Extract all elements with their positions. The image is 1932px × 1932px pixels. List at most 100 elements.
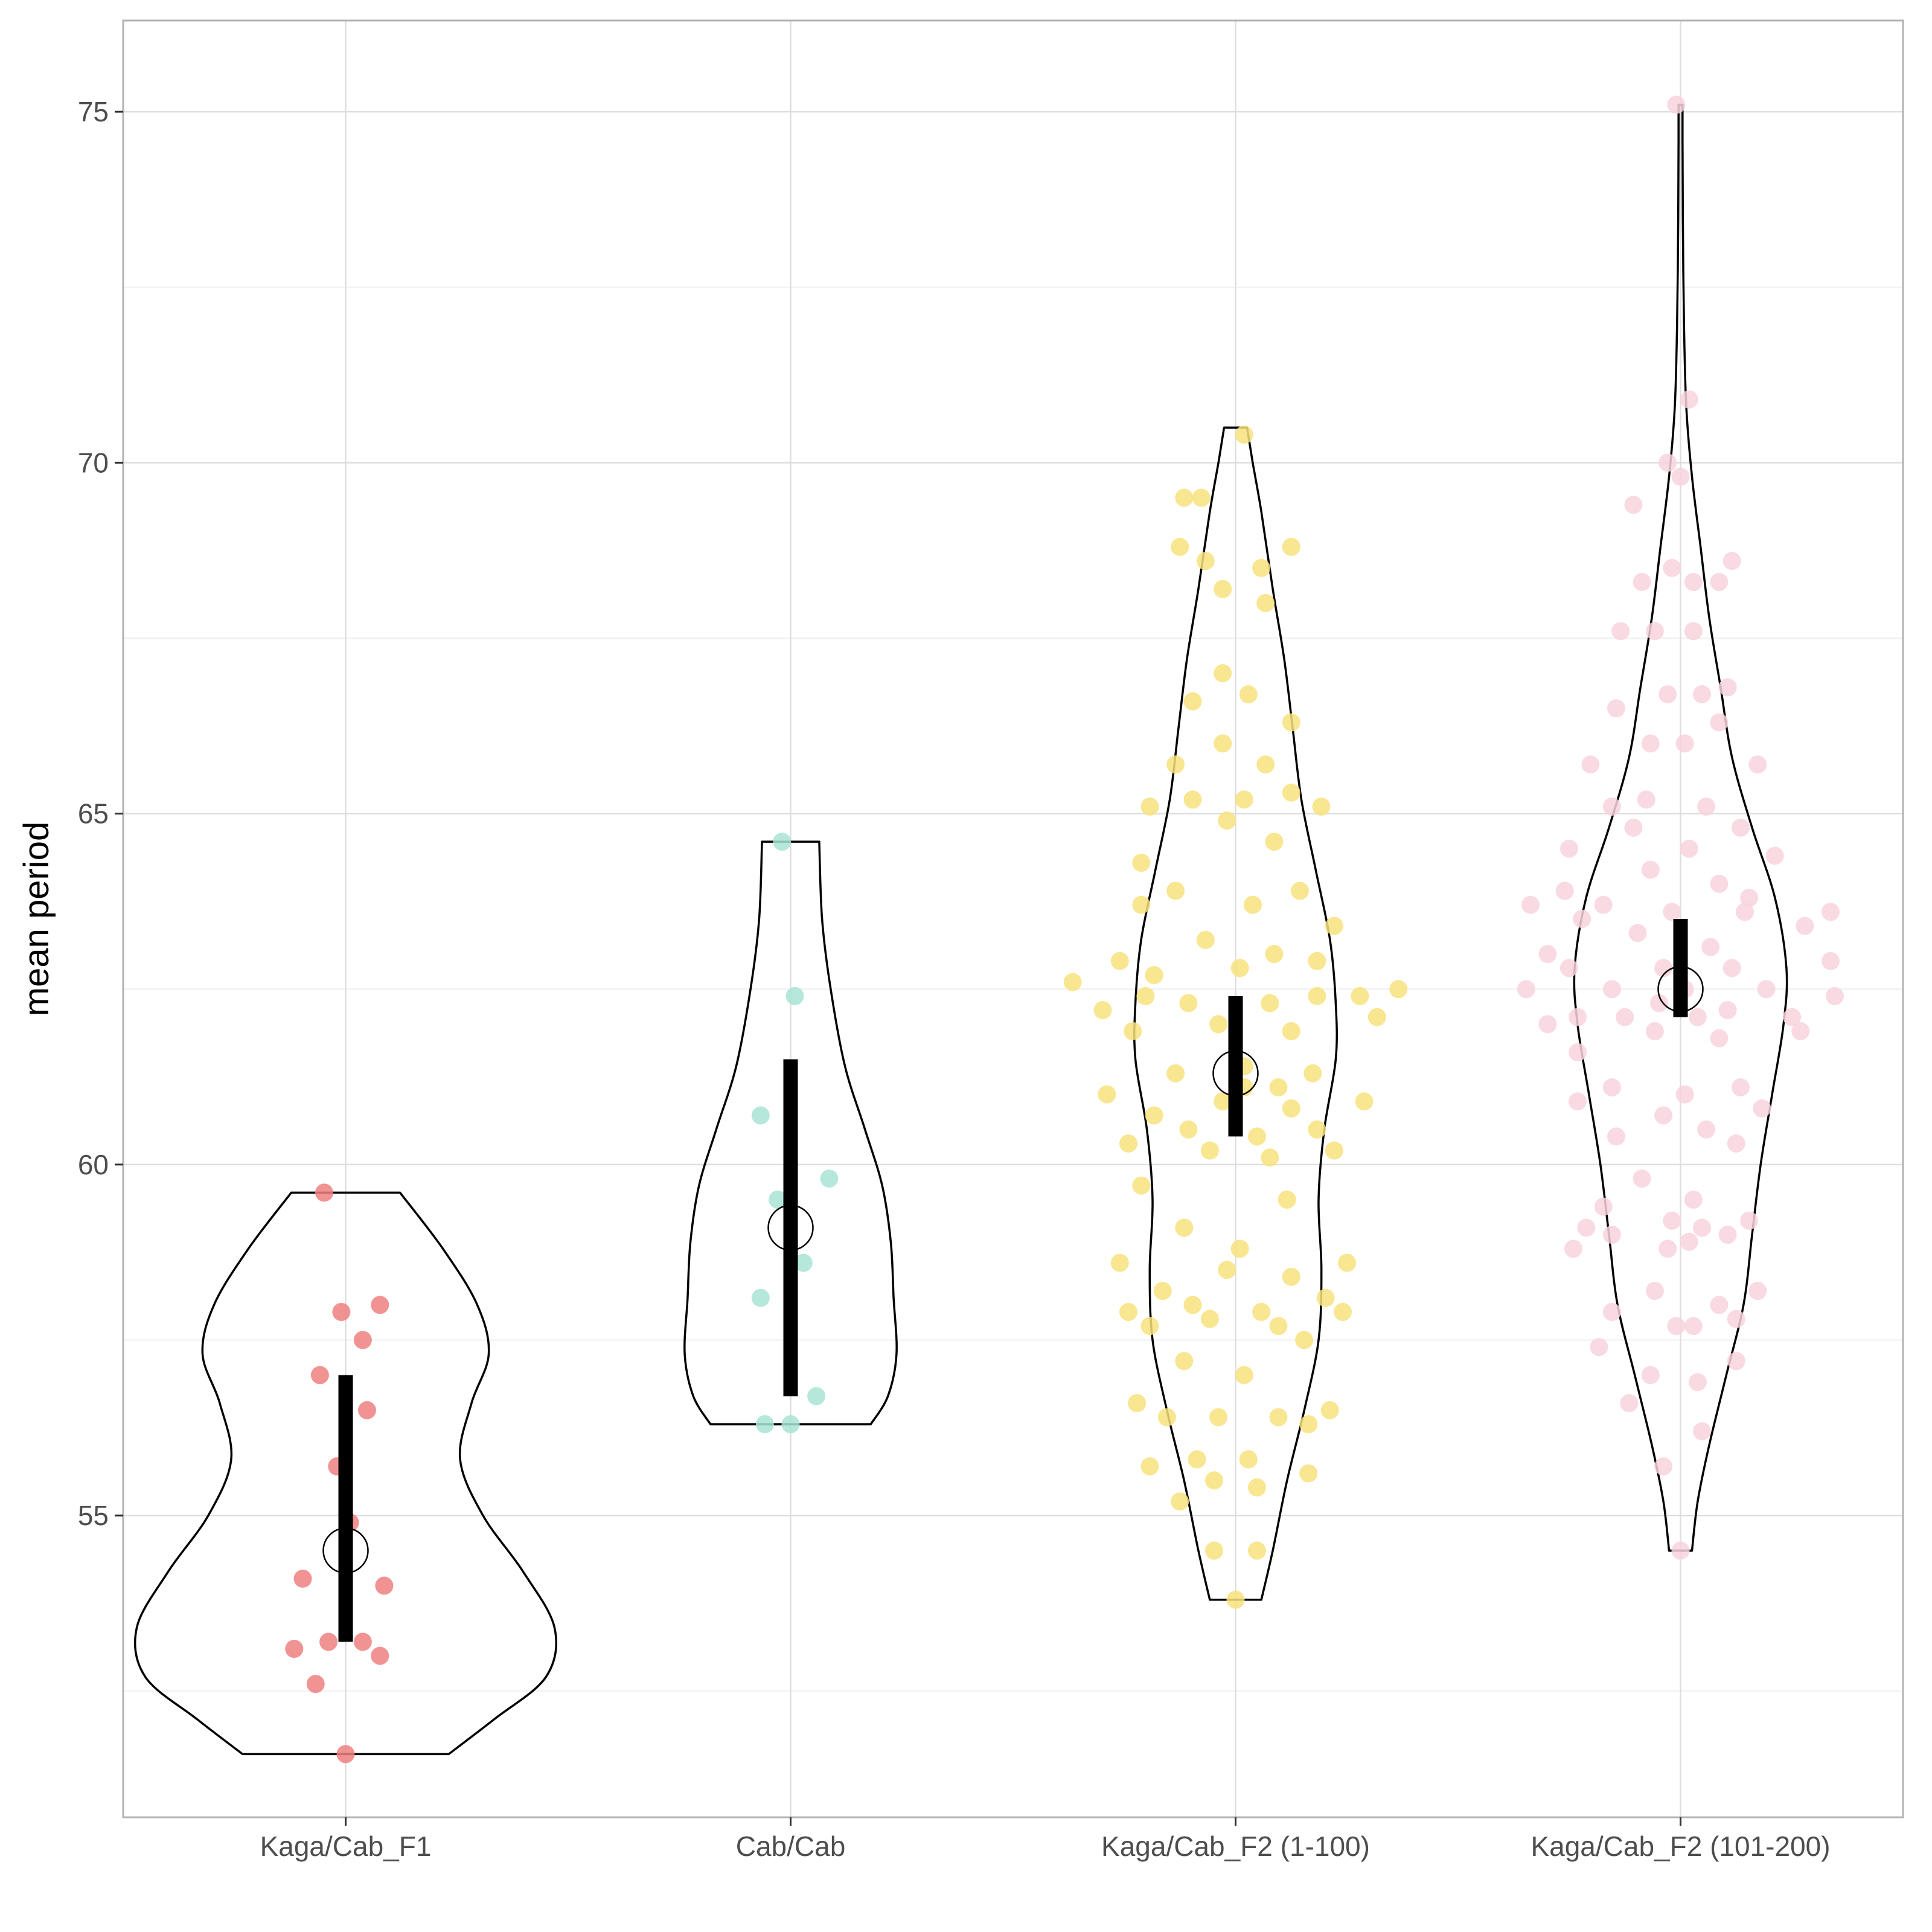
mean-marker: [322, 1527, 369, 1574]
data-point: [1256, 755, 1275, 774]
data-point: [1209, 1015, 1228, 1034]
data-point: [1826, 987, 1844, 1005]
data-point: [1166, 755, 1185, 774]
data-point: [1119, 1303, 1137, 1321]
data-point: [1710, 713, 1729, 732]
data-point: [1602, 1226, 1621, 1244]
y-tick-label: 70: [78, 447, 109, 478]
data-point: [1594, 1197, 1613, 1216]
data-point: [1140, 1317, 1159, 1335]
data-point: [1569, 1092, 1587, 1111]
data-point: [1611, 622, 1630, 641]
data-point: [1235, 790, 1253, 809]
data-point: [1175, 1352, 1194, 1371]
data-point: [1316, 1288, 1335, 1307]
data-point: [1659, 685, 1677, 703]
data-point: [1538, 945, 1557, 964]
data-point: [1654, 959, 1673, 977]
data-point: [1654, 1106, 1673, 1125]
data-point: [1641, 734, 1660, 753]
data-point: [375, 1576, 394, 1595]
data-point: [1389, 980, 1408, 999]
data-point: [1693, 1422, 1711, 1441]
data-point: [1282, 537, 1300, 556]
x-tick-label: Cab/Cab: [736, 1831, 846, 1862]
data-point: [1569, 1008, 1587, 1026]
data-point: [1248, 1541, 1266, 1560]
mean-marker: [767, 1204, 814, 1251]
data-point: [1517, 980, 1535, 999]
data-point: [1171, 1492, 1189, 1511]
data-point: [1282, 1022, 1300, 1040]
data-point: [1710, 573, 1729, 591]
data-point: [1166, 1064, 1185, 1083]
data-point: [1663, 903, 1681, 921]
data-point: [293, 1569, 312, 1588]
data-point: [1740, 1211, 1759, 1230]
data-point: [1581, 755, 1600, 774]
data-point: [1740, 889, 1759, 907]
data-point: [1334, 1303, 1352, 1321]
data-point: [1633, 573, 1651, 591]
data-point: [1209, 1408, 1228, 1427]
data-point: [1675, 1085, 1694, 1104]
data-point: [1607, 1127, 1625, 1146]
violin-outline: [133, 1191, 558, 1756]
data-point: [751, 1106, 770, 1125]
data-point: [1822, 952, 1840, 970]
data-point: [1239, 1450, 1258, 1469]
data-point: [1659, 453, 1677, 472]
data-point: [1145, 1106, 1163, 1125]
data-point: [1680, 1232, 1698, 1251]
data-point: [1521, 895, 1540, 914]
data-point: [785, 987, 804, 1005]
mean-marker: [1657, 966, 1704, 1012]
data-point: [1667, 1317, 1686, 1335]
data-point: [1710, 1296, 1729, 1314]
data-point: [1308, 952, 1326, 970]
data-point: [1252, 558, 1271, 577]
violin-outline: [1133, 426, 1338, 1601]
data-point: [820, 1169, 839, 1188]
data-point: [1205, 1471, 1223, 1489]
data-point: [1179, 994, 1198, 1012]
data-point: [1196, 930, 1215, 949]
data-point: [1671, 467, 1690, 486]
x-tick-label: Kaga/Cab_F1: [260, 1831, 432, 1862]
data-point: [1252, 1303, 1271, 1321]
data-point: [1136, 987, 1155, 1005]
data-point: [1718, 1226, 1737, 1244]
data-point: [1278, 1191, 1296, 1209]
data-point: [1320, 1401, 1339, 1419]
data-point: [1282, 1099, 1300, 1118]
data-point: [1098, 1085, 1116, 1104]
data-point: [1140, 798, 1159, 816]
x-tick-label: Kaga/Cab_F2 (101-200): [1531, 1831, 1830, 1862]
data-point: [1243, 895, 1262, 914]
data-point: [1577, 1218, 1596, 1237]
data-point: [1641, 1366, 1660, 1384]
data-point: [285, 1640, 304, 1658]
data-point: [1214, 664, 1232, 683]
data-point: [1624, 818, 1643, 837]
data-point: [1573, 910, 1591, 928]
data-point: [1602, 1303, 1621, 1321]
data-point: [371, 1296, 389, 1314]
data-point: [1200, 1310, 1219, 1328]
data-point: [1157, 1408, 1176, 1427]
data-point: [1538, 1015, 1557, 1034]
data-point: [1731, 818, 1750, 837]
data-point: [1667, 95, 1686, 114]
data-point: [1188, 1450, 1206, 1469]
data-point: [1693, 685, 1711, 703]
data-point: [1269, 1317, 1288, 1335]
data-point: [1701, 938, 1720, 956]
data-point: [1722, 552, 1741, 571]
data-point: [1265, 833, 1284, 851]
data-point: [1256, 593, 1275, 612]
data-point: [1710, 874, 1729, 893]
data-point: [1569, 1043, 1587, 1061]
data-point: [1119, 1134, 1137, 1153]
data-point: [781, 1415, 800, 1433]
data-point: [1736, 903, 1754, 921]
